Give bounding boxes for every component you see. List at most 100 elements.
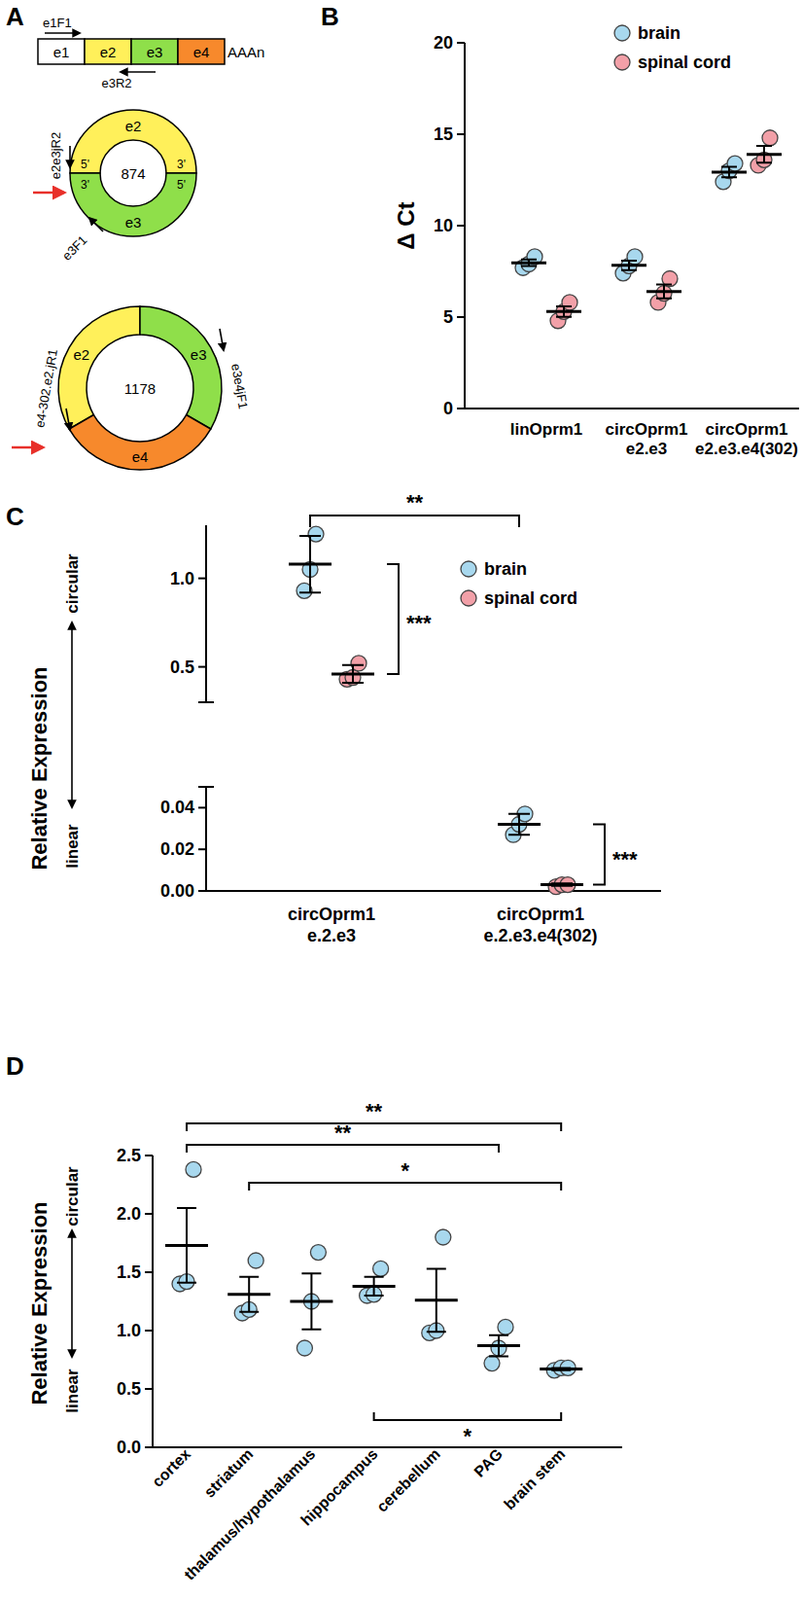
red-arrow	[33, 191, 65, 195]
exon-label: e3	[146, 43, 164, 61]
category-label: brain stem	[500, 1444, 568, 1512]
x-axis	[464, 407, 800, 410]
data-point	[497, 1318, 514, 1334]
error-bar	[488, 1334, 509, 1357]
y-axis	[151, 1154, 154, 1447]
primer-arrow	[66, 408, 70, 430]
significance-bracket	[186, 1144, 499, 1153]
category-label: circOprm1e.2.e3.e4(302)	[483, 904, 597, 945]
error-bar	[621, 260, 637, 271]
exon-label: e4	[132, 448, 149, 465]
y-tick-label: 0.02	[160, 838, 195, 859]
legend-marker	[614, 25, 630, 41]
y-tick	[456, 407, 465, 410]
y-tick-label: 1.0	[116, 1320, 141, 1340]
error-bar	[508, 813, 530, 835]
y-tick-label: 10	[433, 215, 454, 236]
category-label: cerebellum	[373, 1444, 444, 1515]
primer-arrow	[89, 217, 104, 232]
primer-label: e4-302.e2.jR1	[32, 348, 61, 429]
error-bar	[239, 1276, 259, 1312]
primer-arrow	[120, 70, 156, 73]
y-tick	[198, 665, 207, 668]
plot-area	[288, 525, 375, 687]
text-line: e.2.e3.e4(302)	[483, 925, 597, 945]
data-point	[762, 130, 778, 146]
exon-label: e1	[53, 43, 70, 61]
category-label: circOprm1e.2.e3	[287, 904, 376, 945]
mean-line	[539, 1366, 583, 1370]
text-line: e.2.e3	[307, 925, 356, 945]
category-label: thalamus/hypothalamus	[180, 1444, 319, 1583]
y-tick	[198, 577, 207, 580]
error-bar	[756, 145, 772, 163]
exon-arc	[58, 306, 140, 429]
axis-break	[198, 785, 214, 788]
significance-bracket	[248, 1182, 561, 1190]
y-tick-label: 0	[443, 398, 454, 419]
double-arrow	[70, 622, 73, 807]
significance-bracket	[186, 1122, 561, 1131]
legend-marker	[460, 590, 477, 606]
figure: Ae1e2e3e4AAAne1F1e3R2e2e35'3'3'5'874e2e3…	[0, 0, 803, 1600]
error-bar	[521, 259, 537, 267]
y-tick-label: 20	[433, 33, 454, 53]
text-line: circOprm1	[496, 904, 585, 924]
y-tick-label: 0.00	[160, 880, 195, 901]
y-tick-label: 0.5	[116, 1378, 141, 1398]
y-axis	[205, 786, 208, 891]
category-label: circOprm1e2.e3	[604, 419, 688, 458]
category-label: linOprm1	[510, 419, 584, 439]
exon-label: e2	[100, 43, 117, 61]
y-axis-label: Relative Expression	[27, 1200, 52, 1404]
data-point	[247, 1252, 264, 1268]
exon-arc	[139, 306, 222, 429]
category-label: hippocampus	[297, 1444, 382, 1529]
x-axis	[152, 1445, 623, 1448]
end-label: 3'	[176, 157, 186, 172]
y-axis-sublabel: linear	[63, 1367, 82, 1413]
y-tick	[198, 847, 207, 850]
data-point	[310, 1244, 326, 1260]
error-bar	[426, 1267, 447, 1331]
exon-arc	[69, 173, 197, 237]
significance-label: **	[365, 1098, 384, 1123]
exon-box	[37, 38, 85, 65]
significance-label: ***	[406, 610, 432, 635]
significance-label: *	[400, 1157, 410, 1183]
significance-label: ***	[612, 846, 638, 872]
panel-letter: A	[5, 1, 25, 32]
panel-letter: C	[5, 501, 25, 531]
axis-break	[198, 700, 214, 703]
y-tick	[144, 1387, 153, 1390]
exon-label: e3	[190, 346, 208, 363]
circle-size: 874	[120, 165, 145, 182]
category-label: circOprm1e2.e3.e4(302)	[695, 419, 799, 458]
primer-arrow	[44, 32, 80, 35]
y-axis-sublabel: circular	[63, 1165, 82, 1226]
end-label: 5'	[176, 177, 186, 192]
significance-bracket	[310, 515, 520, 527]
y-tick-label: 1.5	[116, 1261, 141, 1282]
primer-label: e2e3jR2	[48, 132, 64, 179]
error-bar	[342, 664, 364, 683]
error-bar	[551, 1366, 571, 1369]
legend-label: spinal cord	[637, 52, 732, 72]
y-axis	[205, 524, 208, 702]
exon-arc	[69, 415, 210, 471]
y-tick	[144, 1270, 153, 1273]
significance-label: **	[334, 1119, 352, 1145]
y-tick-label: 1.0	[170, 568, 195, 589]
y-tick	[144, 1153, 153, 1156]
y-tick	[144, 1445, 153, 1448]
red-arrow	[11, 446, 43, 450]
error-bar	[721, 166, 737, 177]
error-bar	[176, 1207, 197, 1283]
text-line: circOprm1	[287, 904, 376, 924]
y-axis-label: Relative Expression	[27, 665, 52, 870]
circle-size: 1178	[124, 380, 156, 397]
panel-letter: D	[5, 1050, 25, 1081]
exon-box	[177, 38, 225, 65]
y-tick-label: 2.5	[116, 1145, 141, 1165]
data-point	[296, 1339, 313, 1356]
